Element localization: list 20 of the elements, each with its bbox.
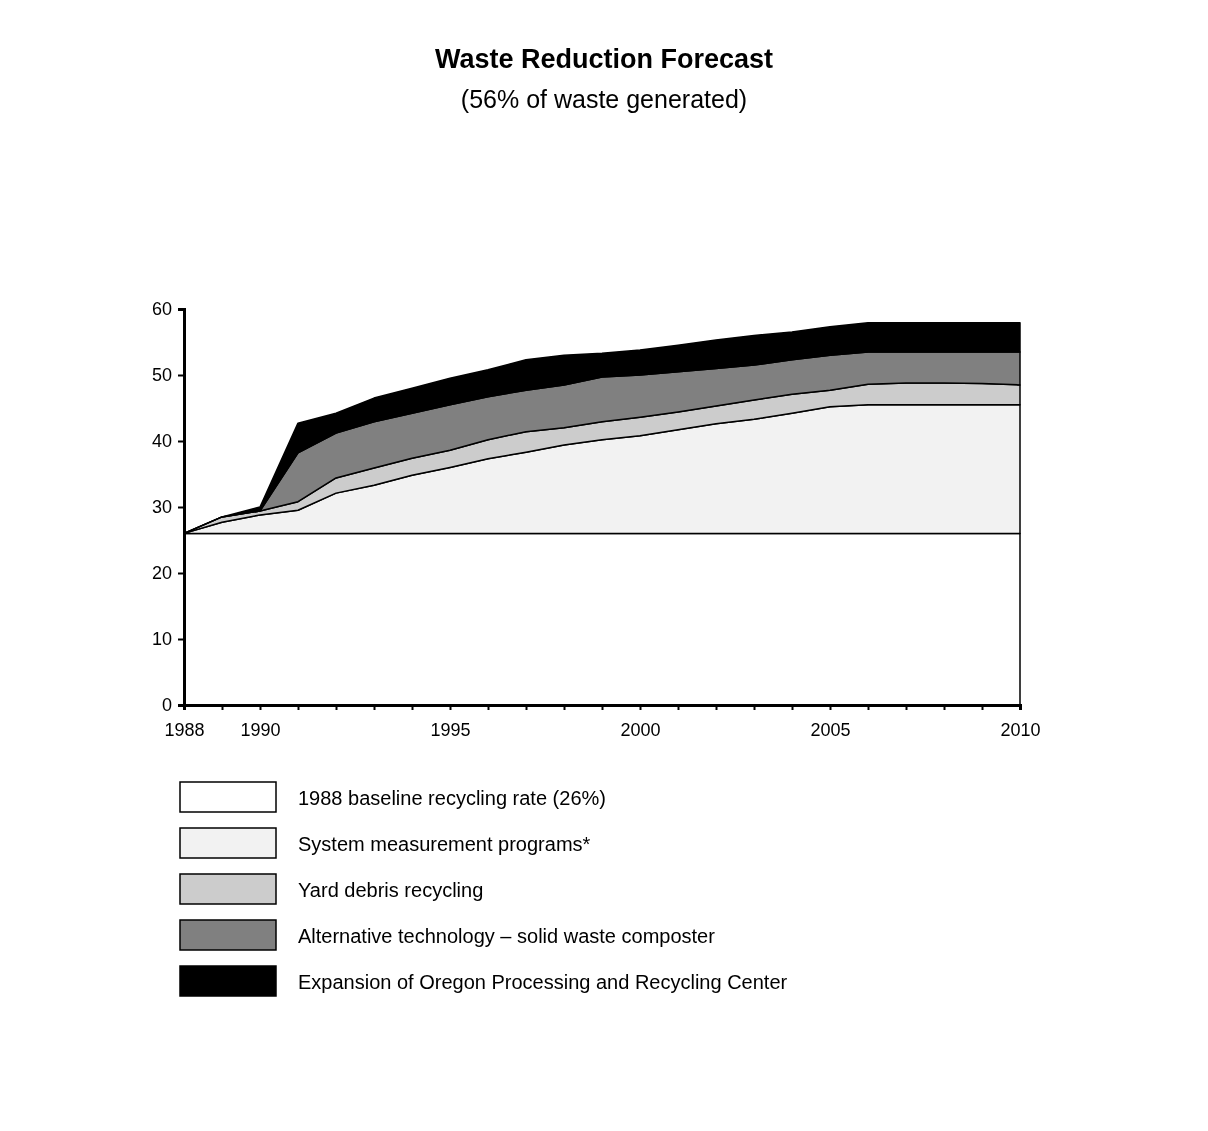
legend-label: Yard debris recycling	[298, 879, 484, 901]
x-tick-label: 2010	[1000, 720, 1041, 741]
x-tick-label: 1995	[430, 720, 471, 741]
legend-label: Expansion of Oregon Processing and Recycling Center	[298, 971, 788, 993]
x-tick-label: 1988	[164, 720, 205, 741]
y-tick-label: 20	[151, 563, 172, 584]
legend-label: 1988 baseline recycling rate (26%)	[298, 787, 606, 809]
x-tick-label: 2000	[620, 720, 661, 741]
x-tick-label: 1990	[240, 720, 281, 741]
y-tick-label: 30	[151, 497, 172, 518]
y-tick-label: 0	[161, 695, 172, 716]
y-tick-label: 40	[151, 431, 172, 452]
y-tick-label: 50	[151, 365, 172, 386]
legend-label: Alternative technology – solid waste composter	[298, 925, 716, 947]
legend-label: System measurement programs*	[298, 833, 591, 855]
chart-title: Waste Reduction Forecast	[434, 44, 774, 74]
x-tick-label: 2005	[810, 720, 851, 741]
chart-subtitle: (56% of waste generated)	[460, 85, 748, 113]
y-tick-label: 60	[151, 299, 172, 320]
y-tick-label: 10	[151, 629, 172, 650]
